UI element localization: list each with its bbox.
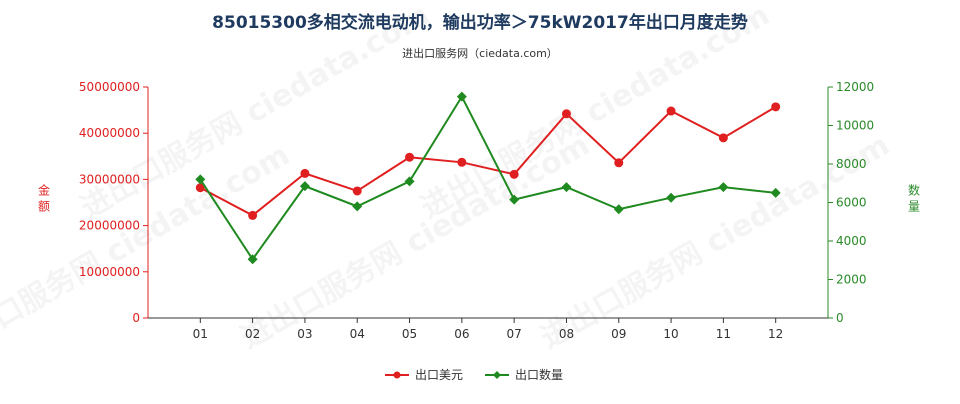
series-point-1 [352,186,362,196]
series-point-2 [352,201,363,212]
legend-label-1: 出口美元 [415,368,463,382]
left-tick-label: 40000000 [79,126,140,140]
series-point-1 [666,106,676,116]
series-point-1 [457,157,467,167]
left-tick-label: 10000000 [79,265,140,279]
series-point-2 [509,194,520,205]
series-point-1 [718,133,728,143]
left-tick-label: 20000000 [79,219,140,233]
chart-subtitle: 进出口服务网（ciedata.com） [402,46,558,60]
x-tick-label: 02 [245,327,260,341]
series-point-2 [613,204,624,215]
series-point-1 [614,158,624,168]
series-point-2 [561,182,572,193]
series-line-1 [199,106,777,217]
left-tick-label: 30000000 [79,172,140,186]
series-point-2 [299,181,310,192]
series-point-1 [771,102,781,112]
x-tick-label: 05 [402,327,417,341]
right-tick-label: 8000 [836,157,867,171]
x-tick-label: 04 [350,327,365,341]
right-tick-label: 6000 [836,196,867,210]
series-point-2 [456,91,467,102]
series-line-2 [199,94,776,262]
right-tick-label: 2000 [836,273,867,287]
x-tick-label: 10 [663,327,678,341]
x-tick-label: 06 [454,327,469,341]
series-layer [195,91,781,265]
series-point-1 [248,210,258,220]
right-tick-label: 0 [836,311,844,325]
watermark-text: 进出口服务网 ciedata.com [75,0,436,226]
series-point-2 [770,187,781,198]
legend-label-2: 出口数量 [515,367,563,382]
series-point-1 [300,168,310,178]
x-tick-label: 12 [768,327,783,341]
legend-marker-2 [493,371,501,379]
right-tick-label: 4000 [836,234,867,248]
legend: 出口美元 出口数量 [385,367,563,382]
series-point-1 [405,152,415,162]
series-point-2 [718,182,729,193]
x-tick-label: 09 [611,327,626,341]
left-axis-title: 金额 [38,183,50,214]
right-tick-label: 10000 [836,119,874,133]
series-point-1 [195,183,205,193]
legend-marker-1 [393,371,401,379]
left-tick-label: 50000000 [79,80,140,94]
x-tick-label: 07 [507,327,522,341]
chart-title: 85015300多相交流电动机，输出功率＞75kW2017年出口月度走势 [212,12,748,33]
right-axis-title: 数量 [908,183,920,214]
series-point-2 [404,176,415,187]
series-point-2 [247,254,258,265]
x-tick-label: 11 [716,327,731,341]
left-tick-label: 0 [132,311,140,325]
x-tick-label: 03 [297,327,312,341]
series-point-1 [509,169,519,179]
axes: 0 10000000 20000000 30000000 40000000 5000000… [38,80,920,341]
x-tick-label: 01 [193,327,208,341]
right-tick-label: 12000 [836,80,874,94]
series-point-2 [195,174,206,185]
watermark-text: 进出口服务网 ciedata.com [415,0,776,226]
series-point-2 [666,192,677,203]
x-tick-label: 08 [559,327,574,341]
series-point-1 [561,109,571,119]
